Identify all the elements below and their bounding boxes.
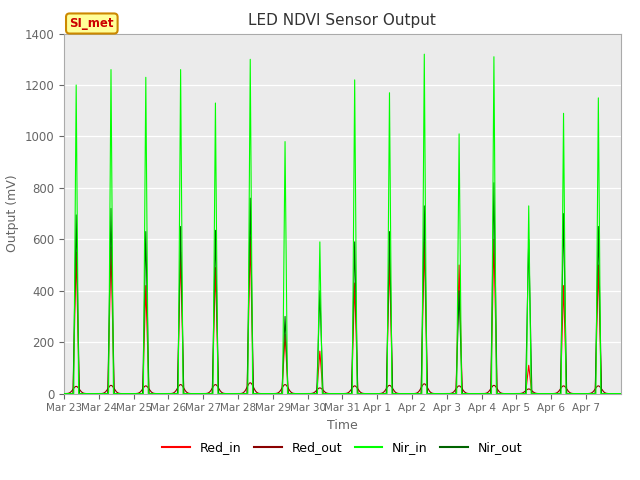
X-axis label: Time: Time — [327, 419, 358, 432]
Legend: Red_in, Red_out, Nir_in, Nir_out: Red_in, Red_out, Nir_in, Nir_out — [157, 436, 527, 459]
Text: SI_met: SI_met — [70, 17, 114, 30]
Y-axis label: Output (mV): Output (mV) — [6, 175, 19, 252]
Title: LED NDVI Sensor Output: LED NDVI Sensor Output — [248, 13, 436, 28]
